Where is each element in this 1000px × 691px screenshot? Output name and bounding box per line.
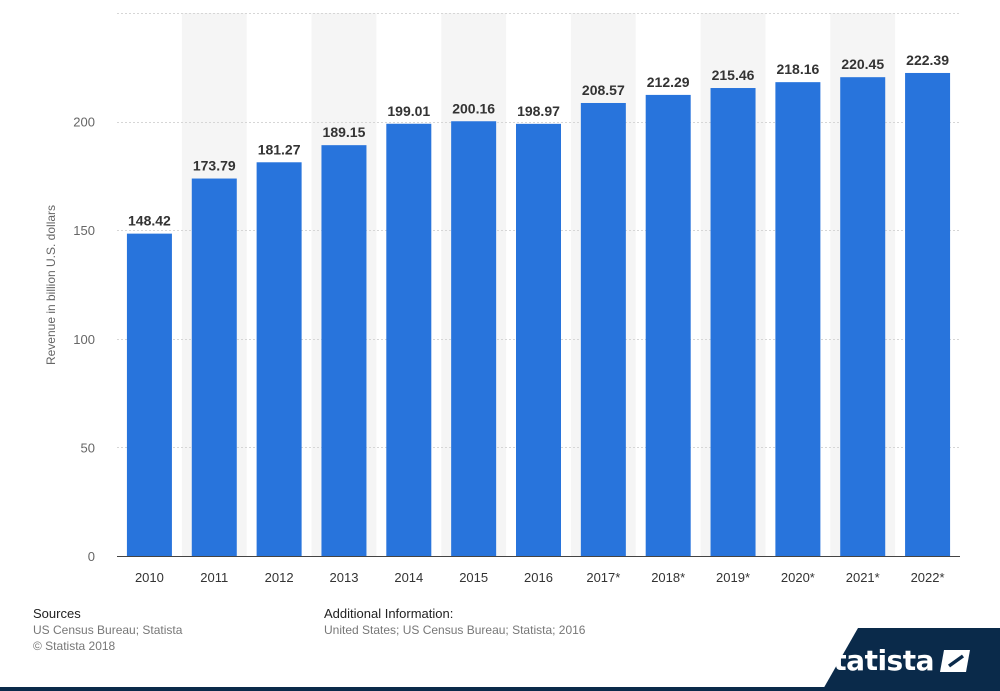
sources-title: Sources xyxy=(33,606,81,621)
x-tick-labels: 2010 2011 2012 2013 2014 2015 2016 2017* 2018* 20… xyxy=(135,570,945,585)
additional-info-title: Additional Information: xyxy=(324,606,454,621)
x-tick-label: 2015 xyxy=(459,570,488,585)
data-label: 173.79 xyxy=(193,158,236,174)
y-tick-label: 0 xyxy=(88,549,95,564)
bar xyxy=(256,162,302,556)
logo-text: statista xyxy=(817,644,934,677)
data-labels: 148.42 173.79 181.27 189.15 199.01 200.16 198.… xyxy=(128,52,949,229)
x-tick-label: 2018* xyxy=(651,570,685,585)
y-tick-label: 150 xyxy=(73,223,95,238)
data-label: 181.27 xyxy=(258,141,301,157)
x-tick-label: 2011 xyxy=(200,570,228,585)
data-label: 198.97 xyxy=(517,103,560,119)
x-tick-label: 2020* xyxy=(781,570,815,585)
x-tick-label: 2021* xyxy=(846,570,880,585)
bars xyxy=(126,72,951,557)
data-label: 199.01 xyxy=(387,103,430,119)
x-tick-label: 2022* xyxy=(911,570,945,585)
x-tick-label: 2019* xyxy=(716,570,750,585)
data-label: 220.45 xyxy=(841,56,884,72)
bar xyxy=(451,121,497,557)
data-label: 222.39 xyxy=(906,52,949,68)
y-axis-label: Revenue in billion U.S. dollars xyxy=(44,205,58,365)
logo-mark-icon xyxy=(940,649,970,672)
y-tick-label: 100 xyxy=(73,332,95,347)
x-tick-label: 2010 xyxy=(135,570,164,585)
data-label: 218.16 xyxy=(776,61,819,77)
data-label: 189.15 xyxy=(323,124,366,140)
data-label: 200.16 xyxy=(452,100,495,116)
copyright-line: © Statista 2018 xyxy=(33,639,116,653)
sources-line: US Census Bureau; Statista xyxy=(33,623,183,637)
statista-logo[interactable]: statista xyxy=(817,644,970,677)
bar xyxy=(905,72,951,556)
data-label: 208.57 xyxy=(582,82,625,98)
additional-info-block: Additional Information: United States; U… xyxy=(324,606,585,638)
bar xyxy=(840,77,886,556)
bar xyxy=(321,145,367,556)
y-tick-label: 50 xyxy=(81,440,95,455)
bar xyxy=(191,178,237,556)
data-label: 148.42 xyxy=(128,213,171,229)
x-tick-label: 2017* xyxy=(586,570,620,585)
data-label: 215.46 xyxy=(712,67,755,83)
x-tick-label: 2014 xyxy=(394,570,423,585)
y-tick-labels: 0 50 100 150 200 xyxy=(73,115,95,564)
bar xyxy=(580,102,626,556)
bar xyxy=(126,233,172,556)
x-tick-label: 2013 xyxy=(330,570,359,585)
logo-background xyxy=(822,628,1000,691)
x-tick-label: 2016 xyxy=(524,570,553,585)
bar xyxy=(645,94,691,556)
sources-block: Sources US Census Bureau; Statista © Sta… xyxy=(33,606,182,654)
bar xyxy=(386,123,432,557)
additional-info-line: United States; US Census Bureau; Statist… xyxy=(324,623,586,637)
x-tick-label: 2012 xyxy=(265,570,294,585)
bar xyxy=(775,82,821,556)
y-tick-label: 200 xyxy=(73,115,95,130)
bar xyxy=(710,88,756,557)
bottom-bar xyxy=(0,687,1000,691)
data-label: 212.29 xyxy=(647,74,690,90)
bar xyxy=(516,123,561,556)
